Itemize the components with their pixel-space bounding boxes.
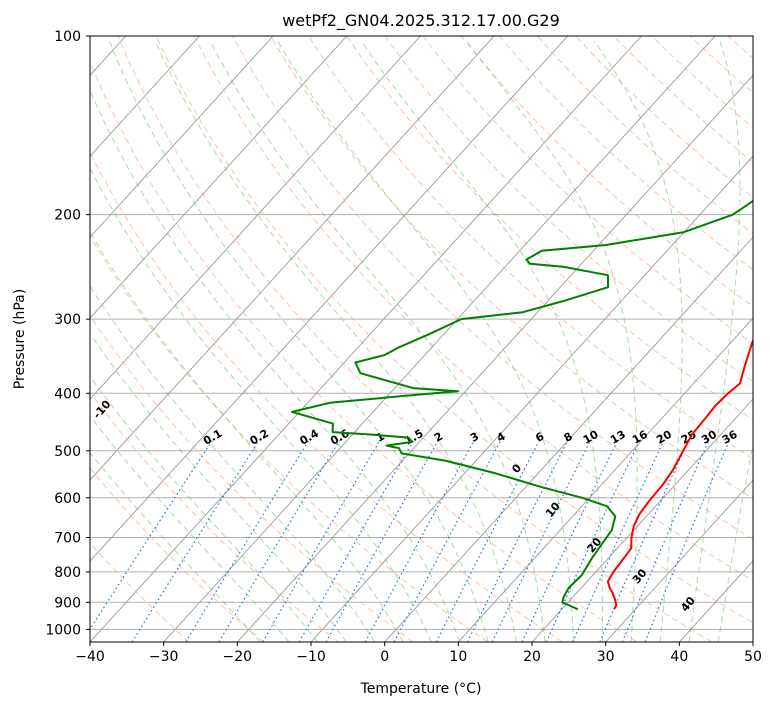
dry-adiabat-line: [346, 36, 753, 421]
y-tick-label: 600: [54, 491, 81, 507]
y-tick-label: 800: [54, 565, 81, 581]
chart-title: wetPf2_GN04.2025.312.17.00.G29: [282, 11, 560, 31]
moist-adiabat-line: [209, 40, 546, 642]
x-tick-label: 40: [670, 649, 688, 665]
x-tick-label: 30: [597, 649, 615, 665]
x-tick-label: 0: [380, 649, 389, 665]
mixing-ratio-line: [325, 440, 439, 642]
moist-adiabat-line: [90, 375, 319, 642]
moist-adiabat-line: [277, 40, 575, 642]
y-tick-label: 900: [54, 595, 81, 611]
moist-adiabat-line: [154, 40, 517, 642]
isotherm-line: [90, 36, 274, 238]
isotherm-line: [605, 479, 753, 642]
y-axis-label: Pressure (hPa): [12, 289, 28, 389]
mixing-ratio-line: [644, 440, 731, 642]
x-tick-label: −40: [75, 649, 105, 665]
mixing-ratio-line: [435, 440, 541, 642]
mixing-ratio-line: [466, 440, 569, 642]
isotherm-line: [90, 36, 200, 157]
moist-adiabat-line: [466, 40, 638, 642]
x-tick-label: 50: [744, 649, 762, 665]
moist-adiabat-line: [593, 40, 683, 642]
dry-adiabat-line: [90, 542, 190, 642]
mixing-ratio-line: [393, 440, 502, 642]
mixing-ratio-line: [491, 440, 592, 642]
x-tick-label: −20: [223, 649, 253, 665]
isotherm-line: [237, 74, 753, 642]
isotherm-line: [90, 36, 569, 562]
moist-adiabat-line: [90, 88, 461, 642]
mixing-ratio-line: [262, 439, 381, 642]
x-tick-label: −30: [149, 649, 179, 665]
dry-adiabat-line: [90, 467, 264, 642]
x-tick-label: 10: [449, 649, 467, 665]
isotherm-line: [163, 36, 716, 642]
mixing-ratio-line: [218, 439, 341, 642]
moist-adiabat-line: [90, 332, 347, 642]
y-tick-label: 100: [54, 29, 81, 45]
moist-adiabat-line: [688, 40, 741, 642]
dry-adiabat-line: [308, 36, 753, 460]
isotherm-line: [90, 36, 495, 481]
isotherm-line: [458, 317, 753, 642]
y-tick-label: 300: [54, 312, 81, 328]
isotherm-line: [90, 36, 348, 319]
dry-adiabat-line: [90, 151, 563, 642]
isotherm-line: [90, 36, 421, 400]
isotherm-line: [90, 36, 642, 642]
mixing-ratio-line: [364, 440, 475, 642]
y-tick-label: 200: [54, 208, 81, 224]
dry-adiabat-line: [155, 36, 753, 624]
dewpoint-profile-line: [291, 199, 753, 611]
y-tick-label: 400: [54, 386, 81, 402]
plot-frame: [89, 35, 754, 643]
moist-adiabat-line: [90, 285, 376, 642]
y-tick-label: 500: [54, 444, 81, 460]
dry-adiabat-line: [270, 36, 753, 500]
moist-adiabat-line: [717, 440, 753, 642]
moist-adiabat-line: [90, 167, 432, 642]
moist-adiabat-line: [108, 40, 489, 642]
y-tick-label: 1000: [45, 622, 81, 638]
y-tick-label: 700: [54, 531, 81, 547]
moist-adiabat-line: [90, 230, 404, 642]
dry-adiabat-line: [90, 391, 339, 642]
dry-adiabat-line: [117, 36, 712, 642]
x-axis-label: Temperature (°C): [360, 681, 482, 697]
moist-adiabat-line: [360, 40, 603, 642]
mixing-ratio-line: [90, 439, 213, 631]
dry-adiabat-line: [231, 36, 753, 540]
mixing-ratio-line: [185, 439, 310, 642]
x-tick-label: −10: [296, 649, 326, 665]
x-tick-label: 20: [523, 649, 541, 665]
isotherm-line: [384, 236, 753, 642]
isotherm-line: [531, 398, 753, 642]
dry-adiabat-line: [90, 235, 488, 642]
dry-adiabat-line: [193, 36, 753, 582]
mixing-ratio-line: [521, 440, 619, 642]
mixing-ratio-line: [298, 439, 415, 642]
temperature-profile-line: [606, 337, 753, 610]
